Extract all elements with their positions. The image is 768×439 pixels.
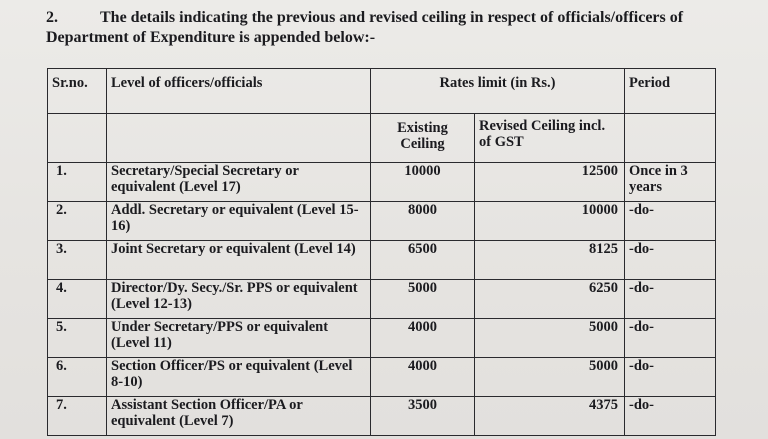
cell-sr: 3. bbox=[47, 240, 107, 280]
intro-paragraph: 2. The details indicating the previous an… bbox=[46, 8, 736, 48]
cell-existing: 5000 bbox=[370, 279, 475, 319]
table-row: 4. Director/Dy. Secy./Sr. PPS or equival… bbox=[47, 279, 716, 319]
cell-level: Director/Dy. Secy./Sr. PPS or equivalent… bbox=[106, 279, 371, 319]
cell-level: Under Secretary/PPS or equivalent (Level… bbox=[106, 318, 371, 358]
table-subheader-row: Existing Ceiling Revised Ceiling incl. o… bbox=[47, 113, 716, 163]
cell-level: Assistant Section Officer/PA or equivale… bbox=[106, 396, 371, 436]
table-row: 3. Joint Secretary or equivalent (Level … bbox=[47, 240, 716, 280]
header-existing: Existing Ceiling bbox=[370, 113, 475, 163]
ceiling-table: Sr.no. Level of officers/officials Rates… bbox=[47, 68, 716, 436]
paragraph-number: 2. bbox=[46, 9, 58, 26]
cell-revised: 5000 bbox=[474, 357, 625, 397]
cell-revised: 4375 bbox=[474, 396, 625, 436]
cell-period: -do- bbox=[624, 279, 716, 319]
cell-existing: 4000 bbox=[370, 318, 475, 358]
cell-period: Once in 3 years bbox=[624, 162, 716, 202]
cell-revised: 12500 bbox=[474, 162, 625, 202]
header-srno: Sr.no. bbox=[47, 68, 107, 114]
cell-existing: 8000 bbox=[370, 201, 475, 241]
cell-sr: 7. bbox=[47, 396, 107, 436]
cell-period: -do- bbox=[624, 396, 716, 436]
header-revised: Revised Ceiling incl. of GST bbox=[474, 113, 625, 163]
cell-revised: 6250 bbox=[474, 279, 625, 319]
cell-level: Secretary/Special Secretary or equivalen… bbox=[106, 162, 371, 202]
cell-existing: 10000 bbox=[370, 162, 475, 202]
table-row: 5. Under Secretary/PPS or equivalent (Le… bbox=[47, 318, 716, 358]
cell-revised: 10000 bbox=[474, 201, 625, 241]
cell-existing: 6500 bbox=[370, 240, 475, 280]
cell-sr: 4. bbox=[47, 279, 107, 319]
table-row: 2. Addl. Secretary or equivalent (Level … bbox=[47, 201, 716, 241]
header-rates: Rates limit (in Rs.) bbox=[370, 68, 625, 114]
cell-period: -do- bbox=[624, 201, 716, 241]
cell-level: Joint Secretary or equivalent (Level 14) bbox=[106, 240, 371, 280]
cell-period: -do- bbox=[624, 318, 716, 358]
cell-period: -do- bbox=[624, 357, 716, 397]
subheader-empty-sr bbox=[47, 113, 107, 163]
cell-period: -do- bbox=[624, 240, 716, 280]
cell-sr: 5. bbox=[47, 318, 107, 358]
cell-sr: 6. bbox=[47, 357, 107, 397]
cell-revised: 5000 bbox=[474, 318, 625, 358]
cell-sr: 2. bbox=[47, 201, 107, 241]
table-row: 1. Secretary/Special Secretary or equiva… bbox=[47, 162, 716, 202]
table-header-row: Sr.no. Level of officers/officials Rates… bbox=[47, 68, 716, 114]
cell-existing: 3500 bbox=[370, 396, 475, 436]
intro-text: The details indicating the previous and … bbox=[46, 9, 684, 46]
header-level: Level of officers/officials bbox=[106, 68, 371, 114]
cell-level: Section Officer/PS or equivalent (Level … bbox=[106, 357, 371, 397]
cell-revised: 8125 bbox=[474, 240, 625, 280]
header-period: Period bbox=[624, 68, 716, 114]
cell-sr: 1. bbox=[47, 162, 107, 202]
cell-level: Addl. Secretary or equivalent (Level 15-… bbox=[106, 201, 371, 241]
subheader-empty-period bbox=[624, 113, 716, 163]
cell-existing: 4000 bbox=[370, 357, 475, 397]
subheader-empty-level bbox=[106, 113, 371, 163]
table-row: 7. Assistant Section Officer/PA or equiv… bbox=[47, 396, 716, 436]
table-row: 6. Section Officer/PS or equivalent (Lev… bbox=[47, 357, 716, 397]
